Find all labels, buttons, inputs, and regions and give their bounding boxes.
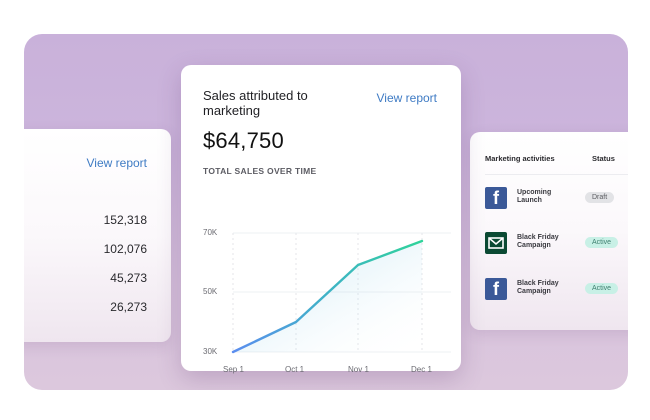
y-tick-label: 50K bbox=[203, 287, 218, 296]
activities-column-header: Marketing activities bbox=[485, 154, 555, 163]
value-item: 152,318 bbox=[103, 213, 147, 227]
status-badge: Active bbox=[585, 283, 619, 294]
activity-row[interactable]: f Black Friday Campaign Active bbox=[485, 278, 628, 302]
left-report-card: View report 152,318 102,076 45,273 26,27… bbox=[24, 129, 171, 342]
view-report-link[interactable]: View report bbox=[376, 91, 437, 105]
card-title: Sales attributed to marketing bbox=[203, 88, 308, 118]
x-tick-label: Nov 1 bbox=[348, 365, 369, 374]
status-column-header: Status bbox=[592, 154, 615, 163]
header-divider bbox=[485, 174, 628, 175]
total-sales-value: $64,750 bbox=[203, 128, 284, 153]
value-item: 45,273 bbox=[110, 271, 147, 285]
status-badge: Active bbox=[585, 237, 619, 248]
left-view-report-link[interactable]: View report bbox=[86, 156, 147, 170]
status-badge: Draft bbox=[585, 192, 615, 203]
x-tick-label: Dec 1 bbox=[411, 365, 432, 374]
x-tick-label: Oct 1 bbox=[285, 365, 305, 374]
activity-name: Black Friday Campaign bbox=[517, 280, 559, 295]
activity-row[interactable]: f Upcoming Launch Draft bbox=[485, 187, 628, 211]
background-panel: View report 152,318 102,076 45,273 26,27… bbox=[24, 34, 628, 390]
marketing-activities-card: Marketing activities Status f Upcoming L… bbox=[470, 132, 628, 330]
chart-subheading: TOTAL SALES OVER TIME bbox=[203, 166, 317, 176]
email-icon bbox=[485, 232, 507, 254]
facebook-icon: f bbox=[485, 278, 507, 300]
sales-card: Sales attributed to marketing View repor… bbox=[181, 65, 461, 374]
activity-row[interactable]: Black Friday Campaign Active bbox=[485, 232, 628, 256]
sales-line-chart: 70K 50K 30K bbox=[181, 185, 461, 374]
x-tick-label: Sep 1 bbox=[223, 365, 244, 374]
facebook-icon: f bbox=[485, 187, 507, 209]
y-tick-label: 70K bbox=[203, 228, 218, 237]
activity-name: Black Friday Campaign bbox=[517, 234, 559, 249]
value-item: 102,076 bbox=[103, 242, 147, 256]
chart-plot-area bbox=[231, 232, 451, 354]
activity-name: Upcoming Launch bbox=[517, 189, 552, 204]
value-item: 26,273 bbox=[110, 300, 147, 314]
y-tick-label: 30K bbox=[203, 347, 218, 356]
left-values-list: 152,318 102,076 45,273 26,273 bbox=[104, 213, 147, 329]
